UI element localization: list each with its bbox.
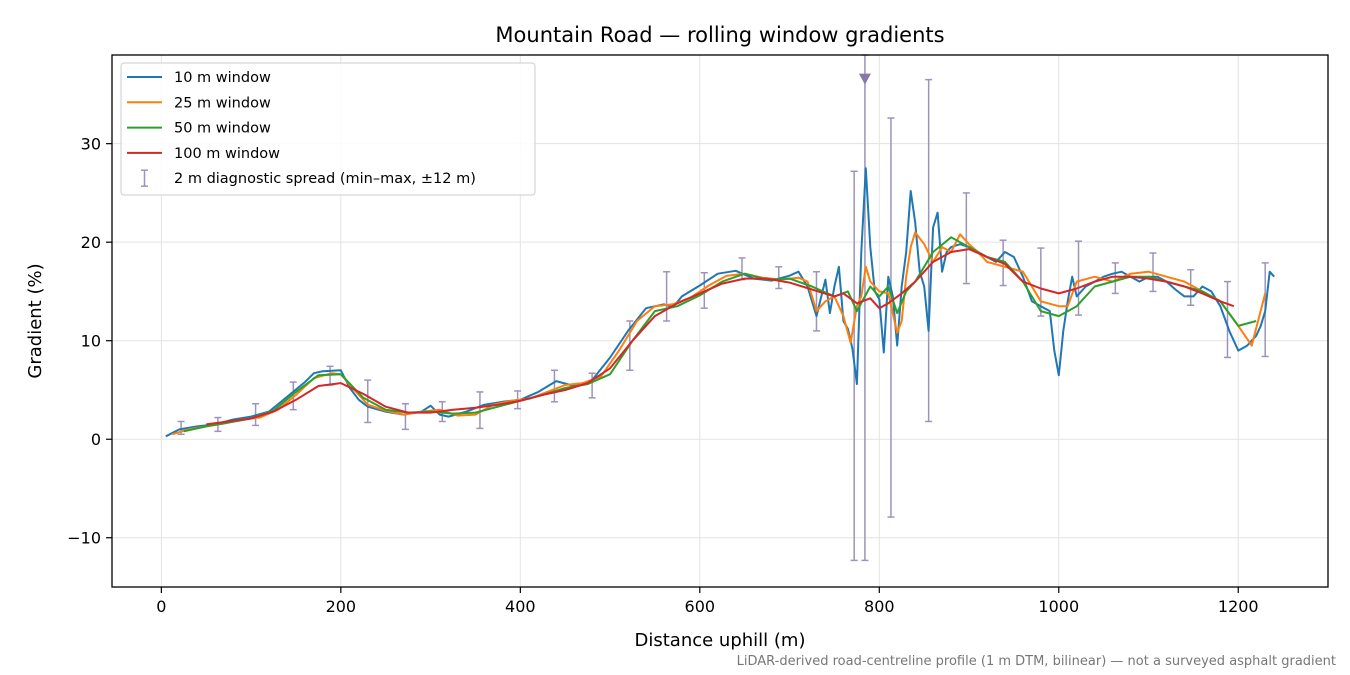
y-tick-label: −10: [67, 529, 101, 548]
series-line-4: [206, 248, 1235, 426]
y-tick-label: 0: [91, 430, 101, 449]
x-tick-label: 200: [326, 597, 357, 616]
x-tick-label: 400: [505, 597, 536, 616]
legend-label-errorbars: 2 m diagnostic spread (min–max, ±12 m): [174, 171, 476, 187]
x-tick-label: 600: [685, 597, 716, 616]
outlier-marker: [858, 73, 871, 85]
x-tick-label: 0: [156, 597, 166, 616]
x-tick-label: 1000: [1038, 597, 1079, 616]
x-tick-label: 800: [864, 597, 895, 616]
series-layer: [165, 167, 1275, 438]
plot-frame: [111, 54, 1329, 588]
marker-layer: [858, 73, 871, 85]
legend-label-2: 25 m window: [174, 95, 271, 111]
y-tick-label: 30: [81, 135, 101, 154]
series-line-3: [183, 236, 1257, 433]
x-axis-label: Distance uphill (m): [635, 630, 806, 651]
y-tick-label: 20: [81, 233, 101, 252]
y-tick-label: 10: [81, 332, 101, 351]
footnote: LiDAR-derived road-centreline profile (1…: [737, 654, 1336, 669]
legend-label-3: 50 m window: [174, 121, 271, 137]
chart-title: Mountain Road — rolling window gradients: [495, 23, 944, 47]
x-tick-label: 1200: [1218, 597, 1259, 616]
legend-label-4: 100 m window: [174, 146, 280, 162]
legend-box: [120, 62, 536, 196]
legend: 10 m window 25 m window 50 m window 100 m w…: [120, 62, 536, 196]
legend-label-1: 10 m window: [174, 70, 271, 86]
y-axis-label: Gradient (%): [25, 263, 46, 378]
axis-ticks: 0 200 400 600 800 1000 1200 −10 0 10 20 30: [67, 135, 1258, 616]
